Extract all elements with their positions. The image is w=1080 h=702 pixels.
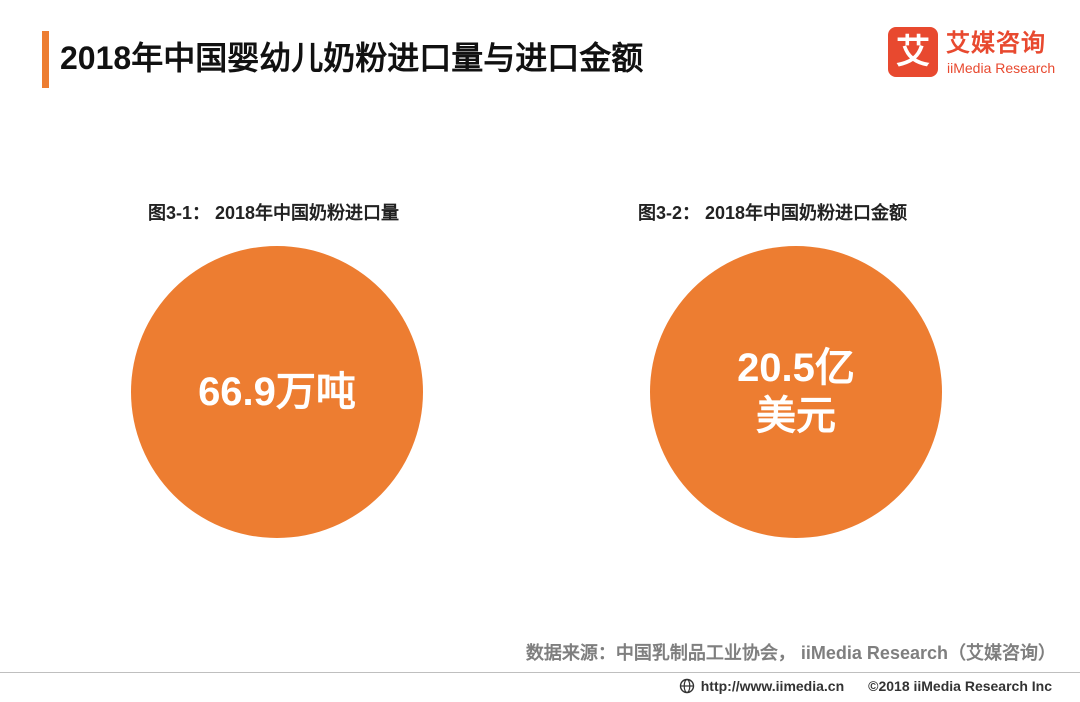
import-amount-value: 20.5亿 xyxy=(737,346,855,390)
import-volume-circle: 66.9万吨 xyxy=(131,246,423,538)
logo-name-cn: 艾媒咨询 xyxy=(946,30,1046,57)
globe-icon xyxy=(679,678,694,694)
logo-name-en: iiMedia Research xyxy=(947,60,1056,76)
import-amount-unit: 美元 xyxy=(756,394,836,438)
figure-caption-import-amount: 图3-2： 2018年中国奶粉进口金额 xyxy=(638,203,908,223)
copyright-text: ©2018 iiMedia Research Inc xyxy=(868,678,1052,694)
import-volume-value: 66.9万吨 xyxy=(198,370,356,414)
website-link[interactable]: http://www.iimedia.cn xyxy=(700,678,845,694)
footer: http://www.iimedia.cn ©2018 iiMedia Rese… xyxy=(679,676,1052,696)
iimedia-logo: 艾 艾媒咨询 iiMedia Research xyxy=(888,27,1073,83)
data-source-note: 数据来源：中国乳制品工业协会， iiMedia Research（艾媒咨询） xyxy=(525,643,1056,663)
figure-caption-import-volume: 图3-1： 2018年中国奶粉进口量 xyxy=(148,203,400,223)
import-amount-circle: 20.5亿 美元 xyxy=(650,246,942,538)
title-accent-bar xyxy=(42,31,49,88)
footer-divider xyxy=(0,672,1080,673)
logo-mark: 艾 xyxy=(888,27,938,77)
page-title: 2018年中国婴幼儿奶粉进口量与进口金额 xyxy=(60,40,644,76)
